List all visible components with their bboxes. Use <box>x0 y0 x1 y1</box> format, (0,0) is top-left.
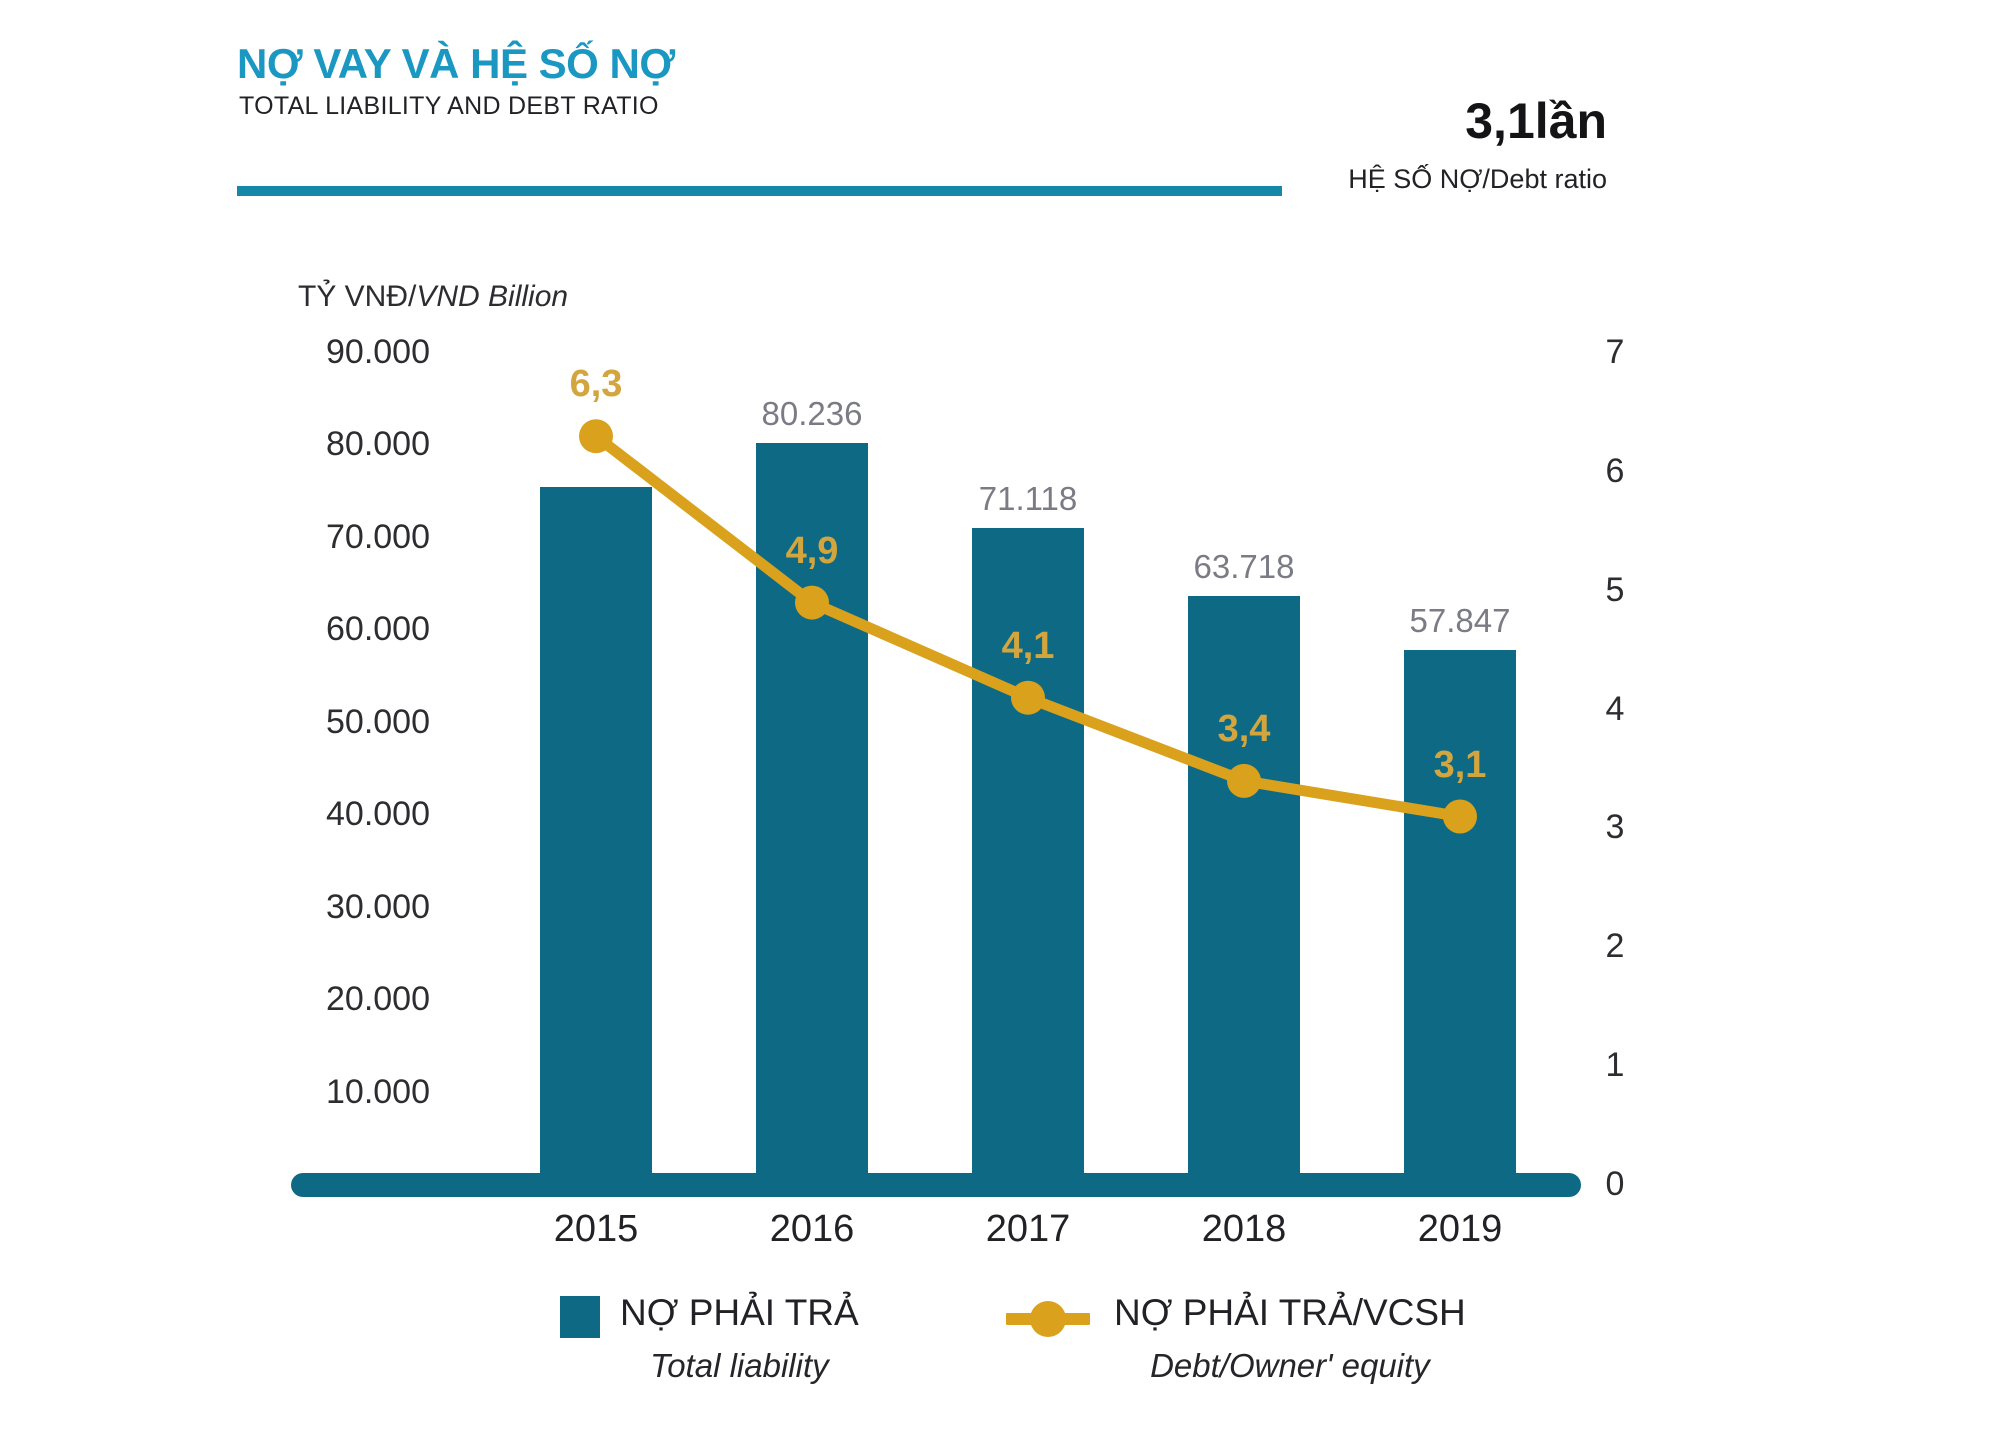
right-axis-tick-1: 1 <box>1605 1046 1625 1085</box>
line-value-label-2018: 3,4 <box>1217 707 1271 750</box>
right-axis-tick-5: 5 <box>1605 570 1625 609</box>
bar-value-label-2018: 63.718 <box>1193 547 1295 585</box>
highlight-label: HỆ SỐ NỢ/Debt ratio <box>1348 164 1607 194</box>
legend-item-debt-ratio: NỢ PHẢI TRẢ/VCSH Debt/Owner' equity <box>1006 1292 1466 1385</box>
bar-2019 <box>1404 650 1516 1193</box>
title-rule <box>237 186 1282 196</box>
legend-sublabel: Total liability <box>650 1347 829 1384</box>
unit-label-secondary: VND Billion <box>416 280 569 313</box>
highlight-value: 3,1lần <box>1465 93 1607 149</box>
legend-text-debt-ratio: NỢ PHẢI TRẢ/VCSH Debt/Owner' equity <box>1114 1292 1466 1385</box>
legend-text-total-liability: NỢ PHẢI TRẢ Total liability <box>620 1292 859 1385</box>
bar-value-label-2016: 80.236 <box>761 395 863 433</box>
right-axis-tick-4: 4 <box>1605 689 1625 728</box>
legend-item-total-liability: NỢ PHẢI TRẢ Total liability <box>560 1292 859 1385</box>
x-axis-label-2018: 2018 <box>1201 1208 1287 1250</box>
left-axis-tick-50.000: 50.000 <box>326 702 430 741</box>
unit-label-primary: TỶ VNĐ/ <box>298 280 417 313</box>
right-axis-tick-0: 0 <box>1605 1165 1625 1203</box>
line-value-label-2015: 6,3 <box>569 363 623 406</box>
x-axis-label-2016: 2016 <box>769 1208 855 1250</box>
legend-sublabel: Debt/Owner' equity <box>1150 1347 1430 1384</box>
right-axis-tick-6: 6 <box>1605 451 1625 490</box>
left-axis-tick-40.000: 40.000 <box>326 795 430 834</box>
left-axis-tick-90.000: 90.000 <box>326 333 430 371</box>
x-axis-label-2015: 2015 <box>553 1208 639 1250</box>
left-axis-unit-label: TỶ VNĐ/VND Billion <box>298 280 568 314</box>
bar-value-label-2017: 71.118 <box>978 479 1078 517</box>
line-marker-2015 <box>579 419 613 454</box>
x-axis-label-2017: 2017 <box>985 1208 1071 1250</box>
right-axis-tick-7: 7 <box>1605 333 1625 371</box>
x-axis-baseline <box>291 1173 1581 1197</box>
legend-label: NỢ PHẢI TRẢ/VCSH <box>1114 1292 1466 1333</box>
line-value-label-2016: 4,9 <box>785 529 839 572</box>
line-series-dot-icon <box>1006 1301 1090 1337</box>
bar-2015 <box>540 487 652 1193</box>
right-axis-tick-3: 3 <box>1605 808 1625 847</box>
left-axis-tick-20.000: 20.000 <box>326 980 430 1019</box>
left-axis-tick-80.000: 80.000 <box>326 425 430 464</box>
bar-value-label-2019: 57.847 <box>1409 602 1511 640</box>
left-axis-tick-60.000: 60.000 <box>326 610 430 649</box>
right-axis-tick-2: 2 <box>1605 927 1625 966</box>
x-axis-label-2019: 2019 <box>1417 1208 1503 1250</box>
page-subtitle: TOTAL LIABILITY AND DEBT RATIO <box>239 92 659 120</box>
line-value-label-2017: 4,1 <box>1001 624 1055 667</box>
left-axis-tick-30.000: 30.000 <box>326 887 430 926</box>
page-title: NỢ VAY VÀ HỆ SỐ NỢ <box>237 40 675 87</box>
left-axis-tick-10.000: 10.000 <box>326 1072 430 1111</box>
bar-2018 <box>1188 595 1300 1193</box>
left-axis-tick-70.000: 70.000 <box>326 517 430 556</box>
legend-label: NỢ PHẢI TRẢ <box>620 1292 859 1333</box>
line-value-label-2019: 3,1 <box>1433 743 1487 786</box>
bar-series-swatch-icon <box>560 1296 600 1338</box>
